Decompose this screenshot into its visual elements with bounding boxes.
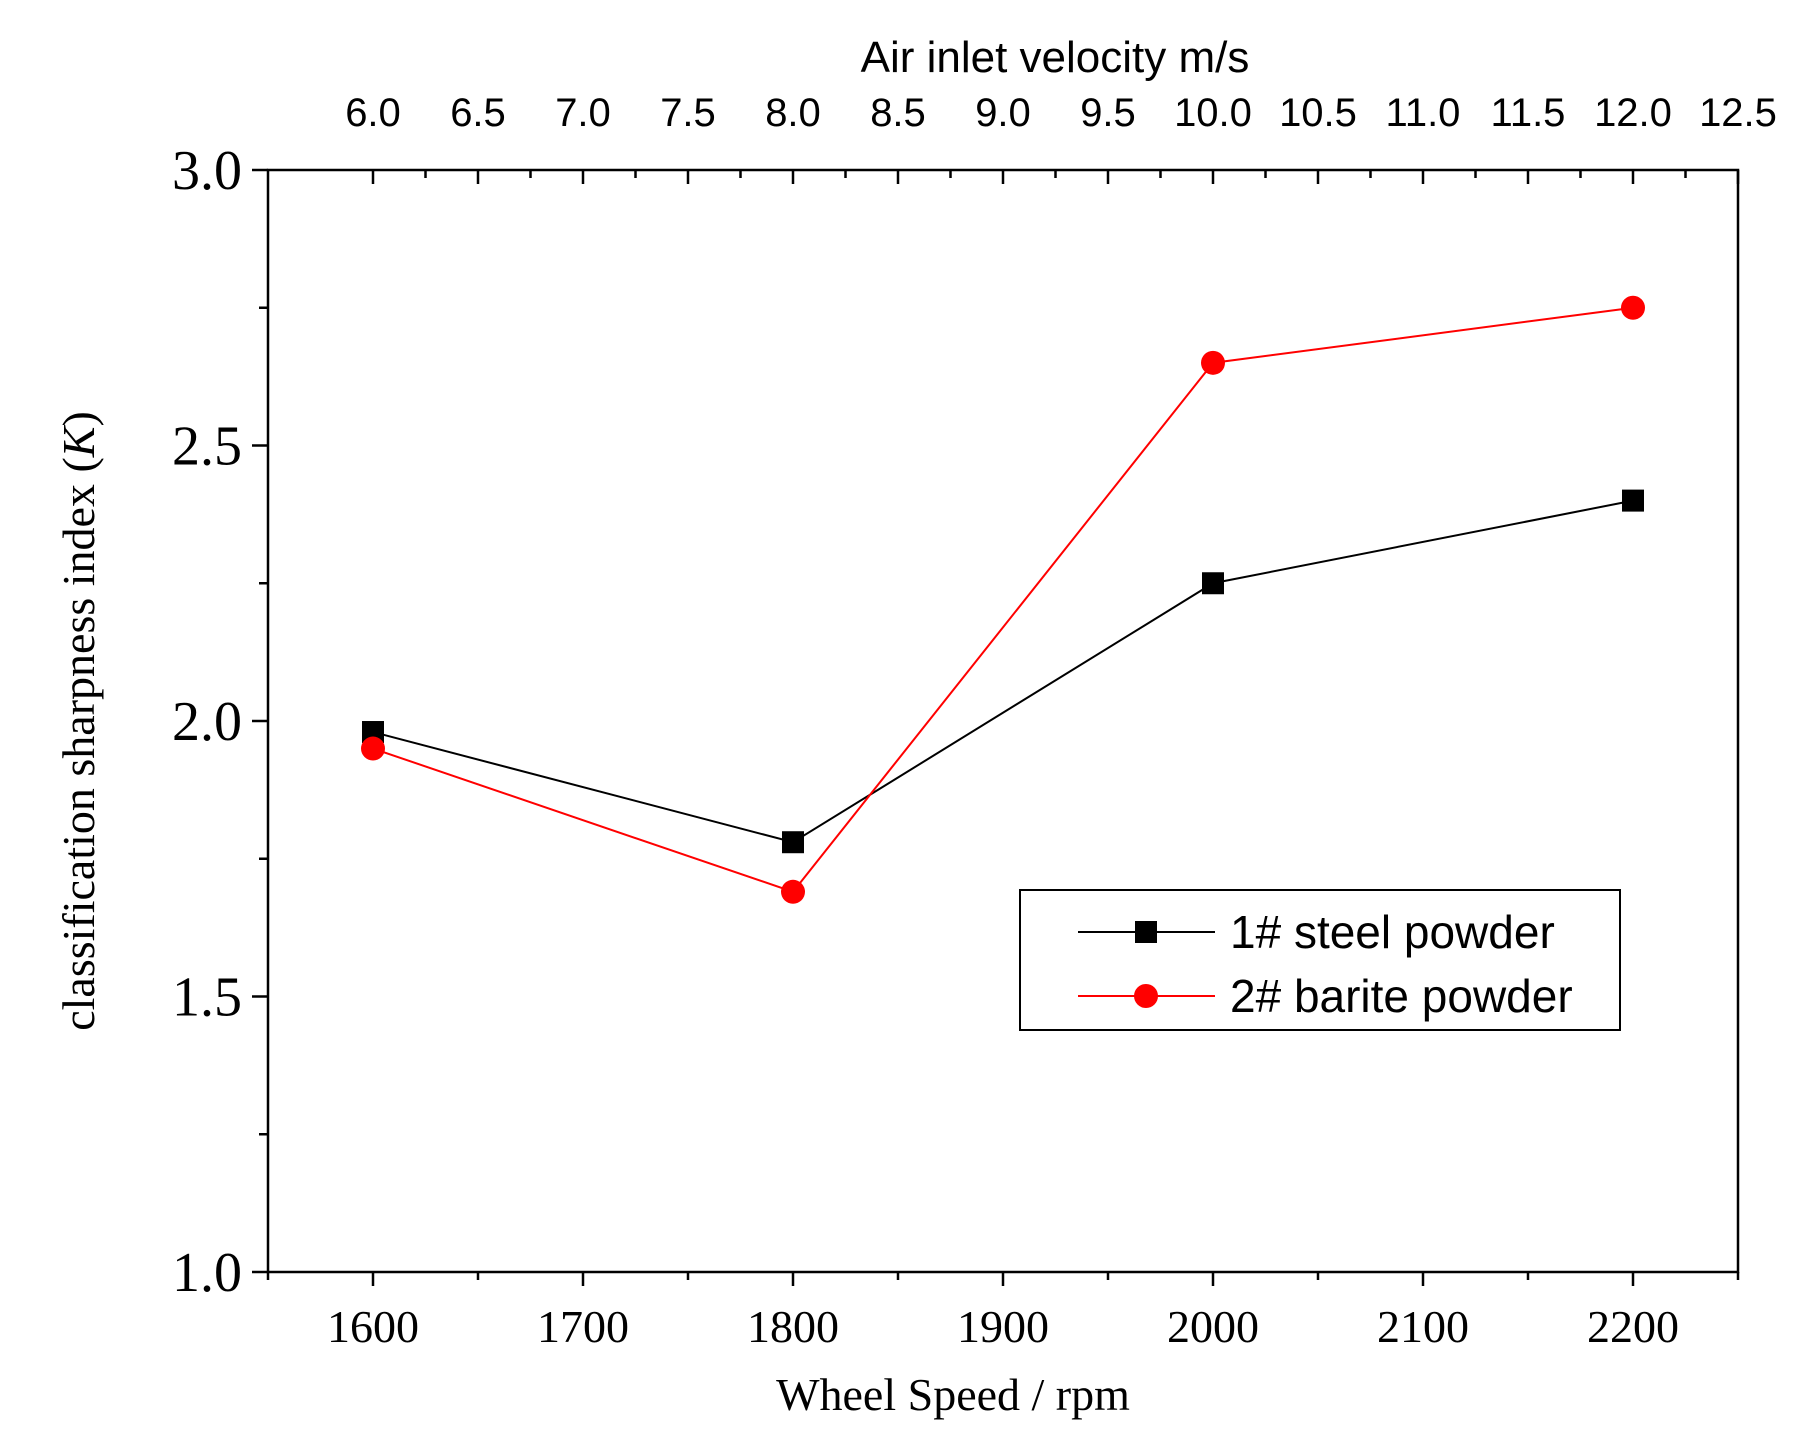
legend-box	[1019, 889, 1621, 1031]
x-tick-label: 1900	[957, 1301, 1049, 1352]
top-tick-label: 8.5	[870, 91, 926, 135]
y-tick-label: 1.0	[172, 1242, 242, 1304]
y-axis-title: classification sharpness index (K)	[53, 411, 104, 1031]
top-tick-label: 8.0	[765, 91, 821, 135]
y-tick-label: 1.5	[172, 967, 242, 1029]
top-tick-label: 9.0	[975, 91, 1031, 135]
y-axis-title-close: )	[53, 411, 104, 426]
x-tick-label: 1800	[747, 1301, 839, 1352]
y-tick-label: 2.5	[172, 416, 242, 478]
data-point	[781, 879, 805, 904]
top-tick-label: 10.5	[1279, 91, 1357, 135]
series-line	[372, 306, 1634, 893]
data-point	[1621, 295, 1645, 320]
top-tick-label: 10.0	[1174, 91, 1252, 135]
legend-marker	[1135, 921, 1157, 943]
top-tick-label: 11.5	[1491, 91, 1566, 135]
legend-label: 2# barite powder	[1230, 970, 1573, 1022]
series-2	[361, 295, 1645, 904]
x-tick-label: 1600	[327, 1301, 419, 1352]
top-tick-label: 12.0	[1594, 91, 1672, 135]
top-tick-label: 6.5	[450, 91, 506, 135]
top-tick-label: 11.0	[1386, 91, 1461, 135]
data-point	[1622, 489, 1644, 512]
series-line	[372, 499, 1634, 844]
data-point	[362, 721, 384, 744]
top-tick-label: 7.0	[555, 91, 611, 135]
top-tick-label: 7.5	[660, 91, 716, 135]
top-tick-label: 9.5	[1080, 91, 1136, 135]
data-point	[1201, 350, 1225, 375]
legend-label: 1# steel powder	[1230, 906, 1555, 958]
plot-frame	[266, 168, 1740, 1274]
top-axis-title: Air inlet velocity m/s	[861, 33, 1250, 82]
y-axis-title-text: classification sharpness index (	[53, 457, 104, 1031]
x-tick-label: 2100	[1377, 1301, 1469, 1352]
data-point	[361, 736, 385, 761]
x-tick-label: 2000	[1167, 1301, 1259, 1352]
top-tick-label: 6.0	[345, 91, 401, 135]
y-tick-label: 2.0	[172, 691, 242, 753]
data-point	[1202, 572, 1224, 595]
y-tick-label: 3.0	[172, 140, 242, 202]
x-tick-label: 2200	[1587, 1301, 1679, 1352]
series-1	[362, 489, 1644, 854]
y-axis-title-var: K	[53, 424, 104, 458]
legend-marker	[1134, 984, 1158, 1008]
x-tick-label: 1700	[537, 1301, 629, 1352]
x-axis-title: Wheel Speed / rpm	[776, 1369, 1130, 1420]
data-point	[782, 831, 804, 854]
top-tick-label: 12.5	[1699, 91, 1777, 135]
